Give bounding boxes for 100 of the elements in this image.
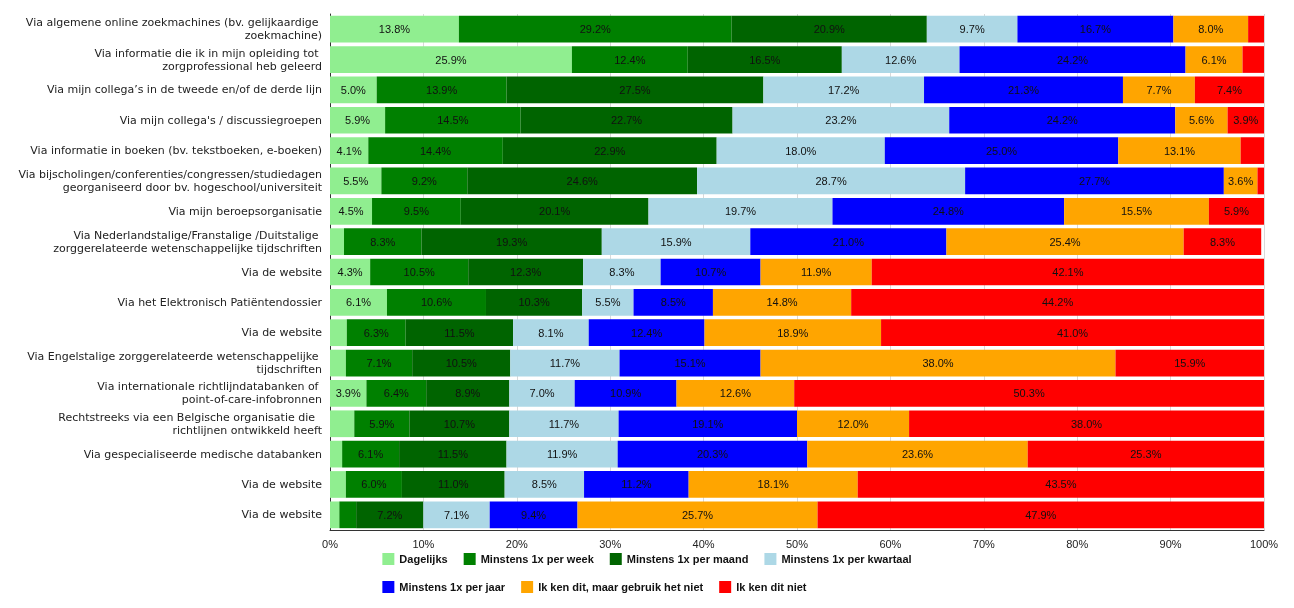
data-label: 5.0% [340,83,367,96]
bar [1017,15,1174,43]
data-label: 43.5% [1045,478,1077,491]
x-tick-label: 20% [505,537,529,550]
bar [513,319,589,347]
data-label: 18.0% [785,144,817,157]
data-label: 6.3% [363,326,389,339]
data-label: 18.9% [777,326,809,339]
bar [468,258,584,286]
bar [346,319,406,347]
bar [423,501,490,529]
y-tick-label: Via informatie die ik in mijn opleiding tot zorgprofessional heb geleerd [94,46,322,73]
data-label: 15.1% [674,357,706,370]
data-label: 38.0% [1070,417,1103,430]
data-label: 3.9% [1233,114,1259,127]
y-tick-label: Via mijn collega’s in de tweede en/of de derde lijn [46,83,323,97]
data-label: 20.1% [539,205,571,218]
data-label: 15.5% [1120,205,1153,218]
data-label: 8.3% [1209,235,1236,248]
data-label: 23.2% [825,114,857,127]
bar [520,106,733,134]
bar [697,167,966,195]
data-label: 16.5% [749,53,781,66]
bar [959,46,1186,73]
bar [712,289,852,316]
bar [381,167,468,195]
data-label: 19.1% [692,417,724,430]
bar [618,410,797,438]
data-label: 16.7% [1079,23,1112,36]
bar [582,289,634,316]
data-label: 23.6% [901,448,934,461]
bar [1027,440,1264,468]
bar [330,349,346,377]
bar [704,319,882,347]
data-label: 12.3% [510,266,542,278]
data-label: 7.2% [377,508,403,521]
bar [1175,106,1228,134]
bar [949,106,1176,134]
bar [571,46,688,73]
bar [330,471,346,498]
data-label: 3.9% [335,387,361,400]
bar [584,471,689,498]
data-label: 42.1% [1052,266,1084,278]
bar [504,471,585,498]
data-label: 22.9% [594,144,626,157]
bar [370,258,469,286]
bar [909,410,1264,438]
data-label: 11.2% [621,478,652,491]
bar [342,440,400,468]
data-label: 12.0% [837,417,869,430]
data-label: 7.4% [1216,83,1243,96]
data-label: 24.2% [1046,114,1079,127]
bar [330,410,355,438]
data-label: 14.8% [766,296,798,309]
bar [797,410,910,438]
y-tick-label: Via informatie in boeken (bv. tekstboeken, e-boeken) [30,144,322,158]
data-label: 4.1% [336,144,362,157]
bar [372,197,461,225]
y-tick-label: Via Nederlandstalige/Franstalige /Duitstalige zorggerelateerde wetenschappelijke tijdschriften [53,228,323,255]
data-label: 6.0% [361,478,387,491]
data-label: 8.0% [1198,23,1224,36]
bar [588,319,705,347]
data-label: 15.9% [1174,357,1206,370]
data-label: 24.6% [566,174,598,187]
y-tick-label: Via het Elektronisch Patiëntendossier [117,295,323,309]
bar [376,76,507,104]
y-tick-label: Rechtstreeks via een Belgische organisatie die richtlijnen ontwikkeld heeft [58,410,323,437]
y-tick-label: Via mijn beroepsorganisatie [168,204,323,218]
data-label: 5.9% [1223,205,1250,218]
bar [510,349,620,377]
bar [330,440,343,468]
data-label: 5.5% [343,174,369,187]
data-label: 6.1% [345,296,372,309]
bar [330,15,459,43]
bar [676,380,795,407]
bar [345,349,413,377]
data-label: 12.4% [614,53,646,66]
legend-label: Minstens 1x per kwartaal [781,553,912,565]
data-label: 41.0% [1056,326,1089,339]
bar [1118,137,1241,164]
bar [660,258,761,286]
data-label: 8.1% [538,326,564,339]
bar [577,501,818,529]
data-label: 6.1% [1201,53,1227,66]
data-label: 6.4% [383,387,410,400]
bar [1122,76,1195,104]
bar [881,319,1264,347]
data-label: 19.3% [496,235,528,248]
data-label: 24.8% [932,205,965,218]
data-label: 25.0% [985,144,1018,157]
data-label: 8.3% [370,235,396,248]
data-label: 9.4% [521,508,547,521]
data-label: 9.5% [403,205,430,218]
data-label: 5.9% [369,417,395,430]
bar [1248,15,1264,43]
bar [509,380,575,407]
data-label: 25.3% [1130,448,1162,461]
data-label: 8.9% [455,387,481,400]
bar [687,46,842,73]
bar [760,258,872,286]
